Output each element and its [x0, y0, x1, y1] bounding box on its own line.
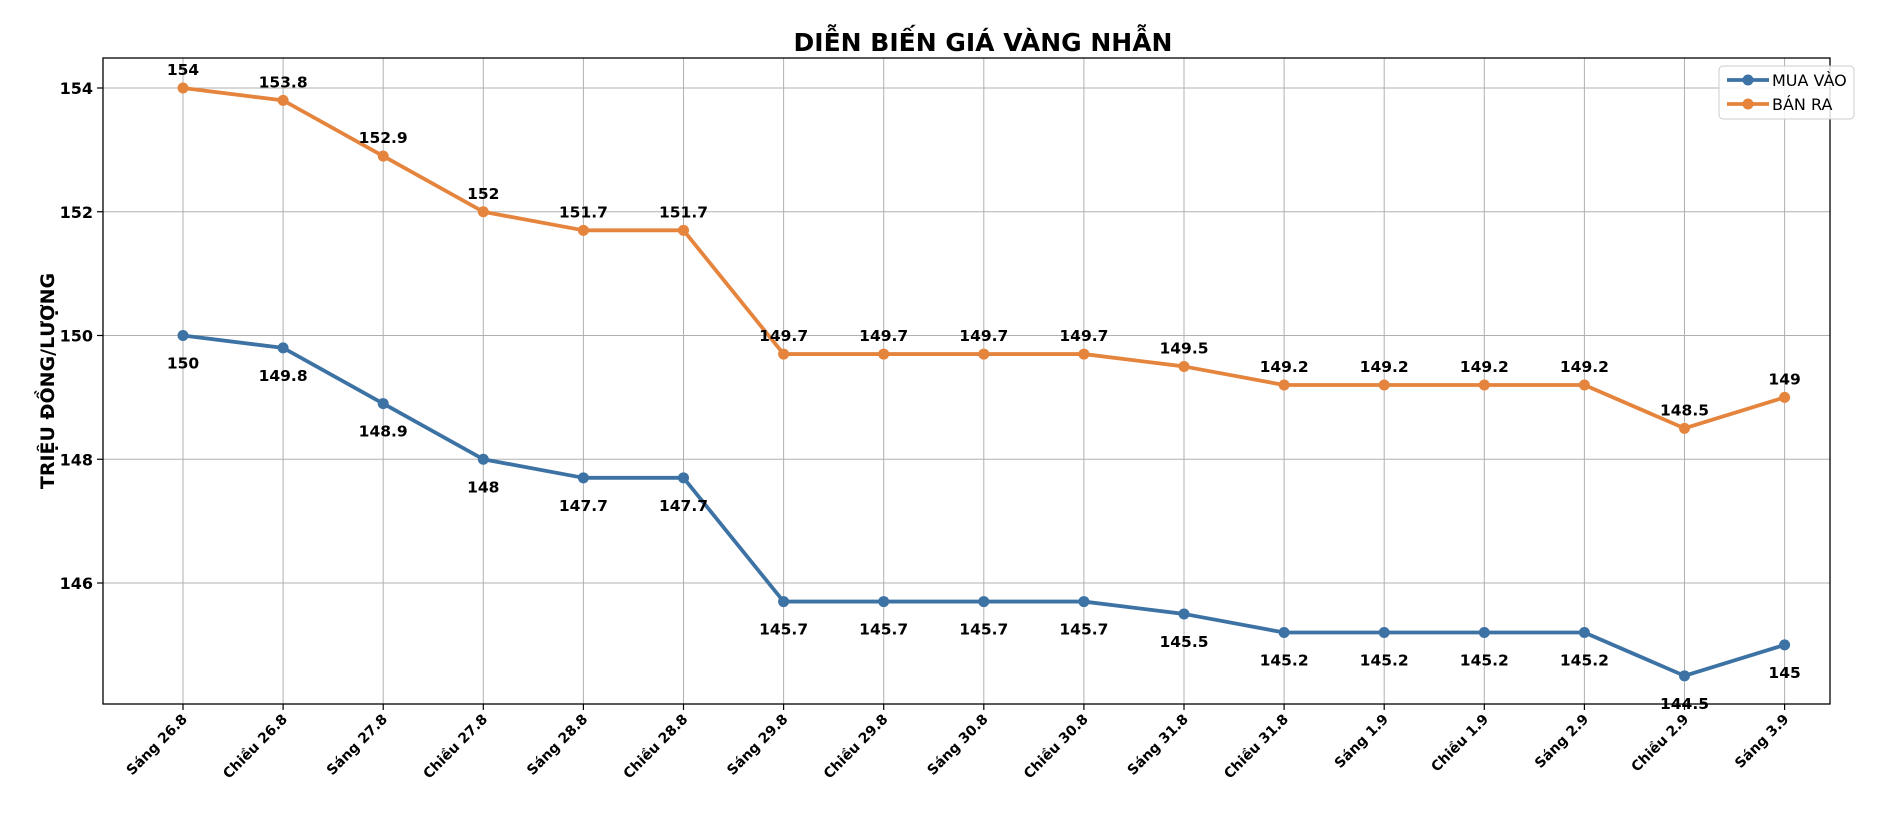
- data-point: [1178, 608, 1190, 620]
- y-tick-label: 146: [60, 574, 93, 593]
- data-label: 145.7: [959, 621, 1008, 639]
- data-label: 151.7: [659, 203, 708, 221]
- data-point: [1779, 391, 1791, 403]
- plot-area: [102, 57, 1831, 705]
- data-label: 151.7: [559, 203, 608, 221]
- legend: MUA VÀO BÁN RA: [1718, 65, 1855, 120]
- data-point: [577, 472, 589, 484]
- series-sell: 154 153.8 152.9 152 151.7 151.7 149.7 149.7 149.…: [167, 61, 1801, 434]
- y-axis-ticks: 146 148 150 152 154: [60, 79, 103, 593]
- legend-label: BÁN RA: [1772, 95, 1832, 114]
- data-point: [177, 82, 189, 94]
- data-point: [1278, 379, 1290, 391]
- data-point: [678, 224, 689, 236]
- chart-title: DIỄN BIẾN GIÁ VÀNG NHẪN: [794, 24, 1173, 57]
- data-label: 149.7: [759, 327, 808, 345]
- data-label: 154: [167, 61, 200, 79]
- data-label: 149.2: [1260, 358, 1309, 376]
- data-label: 149.2: [1560, 358, 1609, 376]
- data-label: 150: [167, 355, 200, 373]
- data-label: 153.8: [259, 73, 308, 91]
- data-label: 145: [1768, 664, 1800, 682]
- legend-swatch-marker: [1742, 74, 1754, 86]
- data-point: [1478, 379, 1490, 391]
- y-tick-label: 152: [60, 203, 93, 222]
- data-label: 145.2: [1360, 652, 1409, 670]
- legend-label: MUA VÀO: [1772, 71, 1847, 90]
- data-label: 149.8: [259, 367, 308, 385]
- data-label: 152.9: [359, 129, 408, 147]
- data-label: 145.2: [1460, 652, 1509, 670]
- data-point: [878, 596, 890, 608]
- data-point: [778, 596, 790, 608]
- data-point: [577, 224, 589, 236]
- data-label: 149.7: [959, 327, 1008, 345]
- data-point: [377, 398, 389, 410]
- data-point: [1078, 348, 1090, 360]
- data-label: 147.7: [659, 497, 708, 515]
- y-tick-label: 150: [60, 327, 93, 346]
- data-point: [1378, 379, 1390, 391]
- data-point: [277, 94, 289, 106]
- legend-swatch-marker: [1742, 98, 1754, 110]
- data-point: [1478, 627, 1490, 638]
- data-point: [1378, 627, 1390, 638]
- data-point: [177, 330, 189, 341]
- data-point: [477, 206, 489, 218]
- data-label: 148.9: [359, 423, 408, 441]
- data-point: [1178, 360, 1190, 372]
- data-point: [1078, 596, 1090, 608]
- data-label: 145.7: [759, 621, 808, 639]
- series: 150 149.8 148.9 148 147.7 147.7 145.7 145.7 145.…: [167, 61, 1801, 713]
- data-point: [1578, 627, 1590, 638]
- data-point: [377, 150, 389, 162]
- data-point: [477, 453, 489, 465]
- data-label: 149.2: [1360, 358, 1409, 376]
- data-label: 148.5: [1660, 401, 1709, 419]
- data-label: 145.2: [1560, 652, 1609, 670]
- data-point: [978, 348, 990, 360]
- data-point: [778, 348, 790, 360]
- data-label: 145.5: [1159, 633, 1208, 651]
- data-label: 144.5: [1660, 695, 1709, 713]
- data-label: 147.7: [559, 497, 608, 515]
- data-point: [1679, 422, 1690, 434]
- data-label: 149.5: [1159, 339, 1208, 357]
- data-point: [277, 342, 289, 354]
- data-label: 149.2: [1460, 358, 1509, 376]
- y-tick-label: 154: [60, 79, 93, 98]
- data-point: [1578, 379, 1590, 391]
- data-point: [1779, 639, 1791, 651]
- y-axis-label: TRIỆU ĐỒNG/LƯỢNG: [33, 273, 59, 489]
- series-buy: 150 149.8 148.9 148 147.7 147.7 145.7 145.7 145.…: [167, 330, 1801, 713]
- data-point: [678, 472, 689, 484]
- data-point: [1679, 670, 1690, 682]
- data-label: 149.7: [1059, 327, 1108, 345]
- data-label: 148: [467, 478, 499, 496]
- data-point: [978, 596, 990, 608]
- data-label: 145.7: [859, 621, 908, 639]
- data-point: [878, 348, 890, 360]
- data-label: 145.2: [1260, 652, 1309, 670]
- data-label: 145.7: [1059, 621, 1108, 639]
- data-label: 149: [1768, 370, 1800, 388]
- y-tick-label: 148: [60, 450, 93, 469]
- data-label: 152: [467, 185, 499, 203]
- data-point: [1278, 627, 1290, 638]
- data-label: 149.7: [859, 327, 908, 345]
